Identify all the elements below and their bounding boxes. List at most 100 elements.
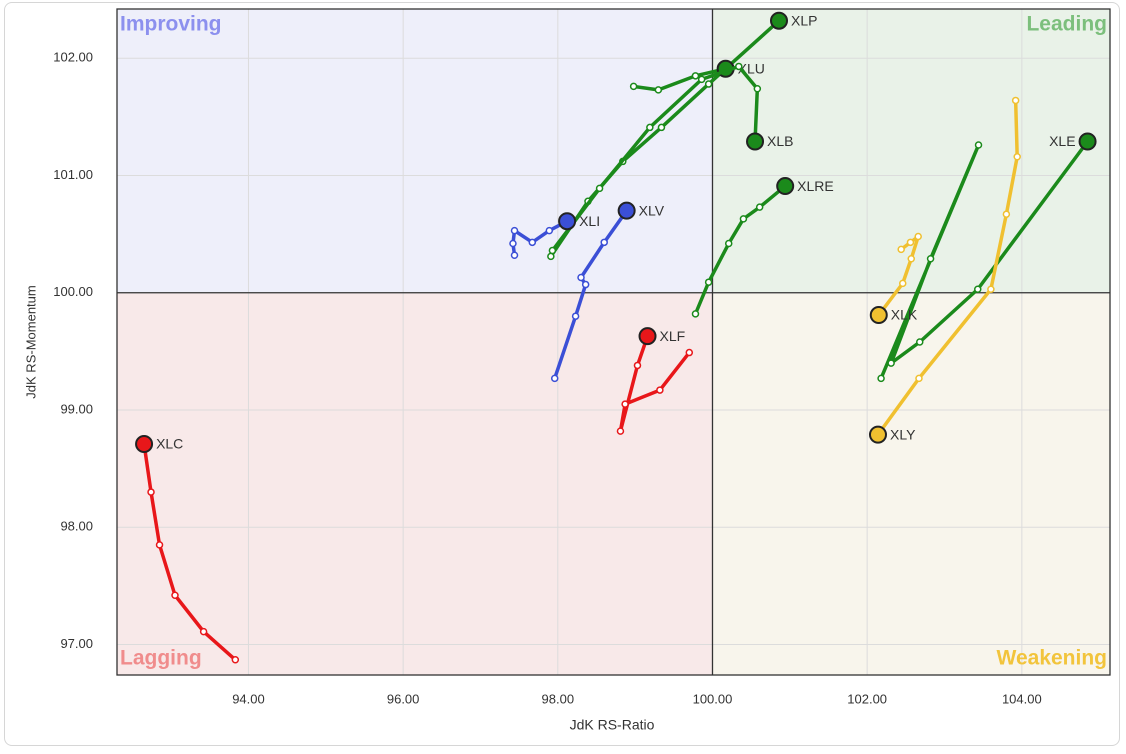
tail-marker <box>510 251 519 259</box>
tail-line <box>142 442 238 662</box>
series-label: XLF <box>660 328 686 344</box>
tail-marker <box>915 374 923 383</box>
tail-marker <box>704 80 713 88</box>
tail-marker <box>685 348 694 357</box>
tail-marker <box>926 255 935 263</box>
tail-marker <box>577 273 585 282</box>
tail-marker <box>704 278 713 286</box>
head-marker <box>558 212 577 231</box>
tail-marker <box>509 239 517 248</box>
series-label: XLP <box>791 12 817 28</box>
tail-marker <box>691 72 700 80</box>
quadrant <box>712 9 1110 293</box>
tail-marker <box>1011 96 1020 105</box>
head-marker <box>638 327 657 346</box>
tail-marker <box>1002 210 1011 218</box>
tail-marker <box>510 226 519 235</box>
tail-marker <box>199 627 208 636</box>
tail-marker <box>654 86 663 94</box>
y-tick-label: 99.00 <box>60 401 93 416</box>
tail-line <box>876 98 1019 437</box>
tail-marker <box>755 203 764 211</box>
tail-marker <box>1013 152 1021 161</box>
y-tick-label: 100.00 <box>53 284 93 299</box>
quadrant-label: Lagging <box>120 647 202 670</box>
y-tick-label: 98.00 <box>60 519 93 534</box>
series-label: XLI <box>579 213 600 229</box>
head-marker <box>776 177 795 196</box>
x-tick-label: 94.00 <box>232 691 265 706</box>
quadrant <box>712 292 1110 675</box>
tail-marker <box>697 75 706 84</box>
y-tick-label: 101.00 <box>53 167 93 182</box>
quadrant-label: Weakening <box>997 647 1107 670</box>
series-label: XLK <box>891 307 918 323</box>
tail-marker <box>887 359 895 367</box>
series-label: XLE <box>1049 133 1075 149</box>
tail-marker <box>916 338 924 346</box>
y-tick-label: 102.00 <box>53 50 93 65</box>
head-marker <box>617 201 636 220</box>
tail-marker <box>581 280 590 289</box>
tail-marker <box>987 285 995 293</box>
plot-border <box>116 8 1111 676</box>
tail-marker <box>739 215 748 223</box>
tail-marker <box>914 232 922 241</box>
tail-marker <box>877 374 885 383</box>
tail-marker <box>906 238 915 247</box>
tail-marker <box>629 82 638 91</box>
x-tick-label: 98.00 <box>542 691 575 706</box>
x-tick-label: 100.00 <box>693 691 733 706</box>
tail-marker <box>907 255 915 263</box>
tail-marker <box>646 123 654 132</box>
tail-marker <box>974 285 982 293</box>
x-tick-label: 102.00 <box>847 691 887 706</box>
tail-marker <box>621 400 629 408</box>
tail-marker <box>898 279 907 288</box>
y-tick-label: 97.00 <box>60 636 93 651</box>
quadrant-label: Leading <box>1026 13 1107 36</box>
tail-marker <box>735 62 743 71</box>
head-marker <box>868 425 887 444</box>
tail-marker <box>155 541 164 549</box>
tail-line <box>552 208 629 381</box>
tail-marker <box>897 245 905 254</box>
y-axis-label: JdK RS-Momentum <box>23 285 38 398</box>
tail-marker <box>548 246 557 255</box>
quadrant <box>117 292 713 675</box>
chart-frame <box>4 2 1120 746</box>
tail-marker <box>171 591 179 600</box>
tail-marker <box>595 184 604 193</box>
tail-marker <box>724 239 733 248</box>
head-marker <box>869 306 888 325</box>
series-label: XLC <box>156 436 183 452</box>
x-tick-label: 104.00 <box>1002 691 1042 706</box>
tail-marker <box>231 656 240 664</box>
tail-marker <box>616 427 625 435</box>
tail-marker <box>657 123 666 132</box>
tail-marker <box>571 312 580 320</box>
tail-line <box>693 184 787 316</box>
x-tick-label: 96.00 <box>387 691 420 706</box>
tail-line <box>631 67 728 92</box>
tail-marker <box>600 238 608 247</box>
quadrant-label: Improving <box>120 13 222 36</box>
tail-marker <box>547 252 555 261</box>
series-label: XLB <box>767 133 793 149</box>
series-label: XLRE <box>797 178 834 194</box>
head-marker <box>770 11 788 30</box>
tail-marker <box>974 141 983 149</box>
tail-marker <box>656 386 664 394</box>
tail-marker <box>753 84 762 93</box>
tail-line <box>618 334 692 433</box>
quadrant <box>117 9 713 293</box>
series-label: XLY <box>890 426 916 442</box>
head-marker <box>1078 132 1097 151</box>
tail-marker <box>528 238 537 247</box>
tail-marker <box>147 488 155 496</box>
series-label: XLV <box>639 202 665 218</box>
head-marker <box>135 435 154 454</box>
tail-marker <box>550 374 559 383</box>
